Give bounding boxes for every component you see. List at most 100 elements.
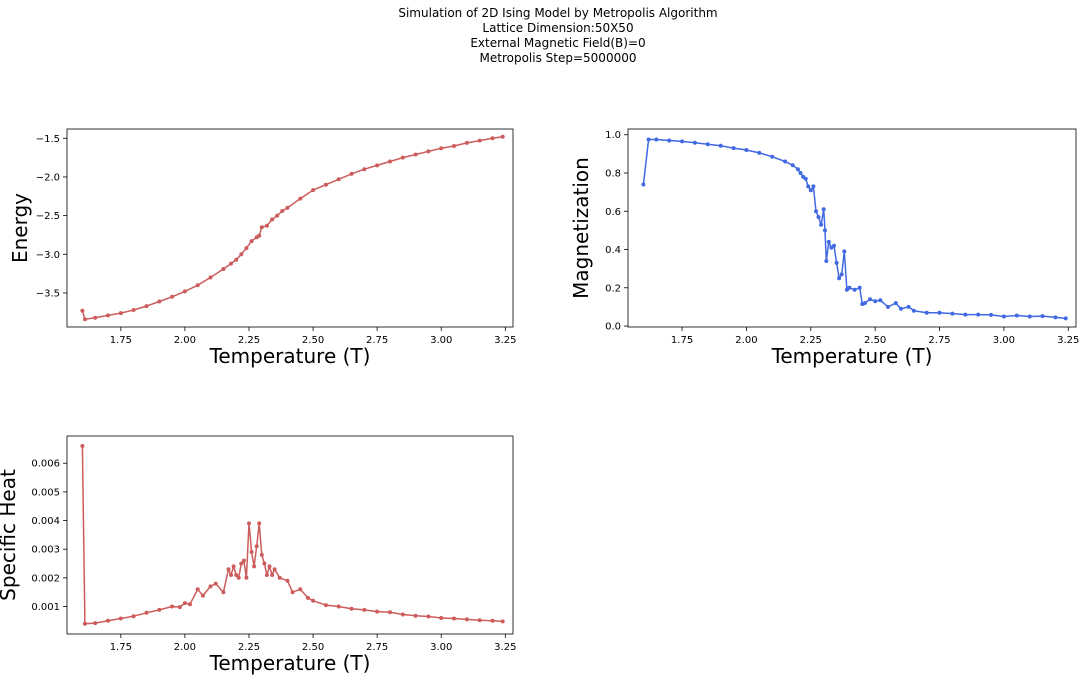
data-point: [236, 575, 241, 580]
data-point: [667, 138, 672, 143]
data-point: [770, 154, 775, 159]
series-line: [81, 445, 503, 625]
data-point: [783, 159, 788, 164]
data-point: [234, 573, 239, 577]
data-point: [413, 152, 418, 157]
data-point: [477, 138, 482, 143]
data-point: [375, 609, 380, 614]
data-point: [131, 614, 136, 619]
data-point: [182, 289, 187, 294]
data-point: [426, 614, 431, 619]
data-point: [298, 196, 303, 201]
data-point: [1001, 314, 1006, 319]
data-point: [106, 618, 110, 623]
data-point: [821, 207, 826, 212]
data-point: [195, 587, 200, 592]
data-point: [239, 561, 244, 566]
y-tick-label: 0.0: [605, 322, 621, 333]
data-point: [177, 605, 182, 610]
data-point: [400, 612, 405, 617]
data-point: [267, 564, 272, 569]
data-point: [311, 188, 316, 193]
y-tick-label: 0.8: [605, 169, 621, 180]
data-point: [157, 299, 162, 304]
data-point: [262, 561, 267, 566]
data-point: [906, 304, 911, 309]
data-point: [1027, 314, 1032, 319]
data-point: [200, 593, 205, 598]
suptitle-line-2: Lattice Dimension:50X50: [482, 21, 634, 35]
data-point: [93, 315, 98, 320]
data-point: [924, 310, 929, 315]
data-point: [375, 163, 380, 168]
data-point: [336, 177, 341, 182]
data-point: [413, 613, 418, 618]
data-point: [798, 171, 803, 175]
data-point: [298, 587, 303, 592]
x-tick-label: 3.00: [993, 335, 1015, 346]
data-point: [811, 184, 816, 189]
suptitle-line-4: Metropolis Step=5000000: [479, 51, 637, 65]
y-tick-label: −2.0: [36, 172, 60, 183]
x-tick-label: 3.00: [430, 335, 452, 346]
data-point: [254, 544, 259, 549]
data-point: [452, 616, 456, 621]
y-tick-label: 0.002: [31, 573, 60, 584]
data-point: [388, 610, 392, 615]
y-tick-label: −3.0: [36, 250, 60, 261]
data-point: [963, 312, 968, 317]
series-line: [81, 135, 503, 321]
y-tick-label: −3.5: [36, 288, 60, 299]
data-point: [226, 567, 231, 572]
data-point: [259, 552, 264, 557]
x-tick-label: 2.75: [366, 335, 388, 346]
data-point: [388, 159, 392, 164]
x-tick-label: 2.25: [800, 335, 822, 346]
y-tick-label: 0.4: [605, 245, 621, 256]
data-point: [182, 601, 187, 606]
data-point: [252, 564, 257, 569]
data-point: [790, 163, 795, 168]
data-point: [500, 619, 505, 624]
data-point: [362, 167, 367, 172]
data-point: [311, 598, 316, 603]
data-point: [275, 213, 280, 218]
data-point: [898, 306, 903, 311]
data-point: [1040, 314, 1045, 319]
data-point: [862, 301, 867, 306]
data-point: [231, 564, 236, 569]
data-point: [229, 261, 233, 266]
data-point: [680, 139, 685, 144]
x-tick-label: 1.75: [110, 335, 132, 346]
data-point: [118, 311, 123, 316]
data-point: [857, 285, 862, 290]
series-line: [642, 138, 1066, 320]
data-point: [195, 283, 200, 288]
data-point: [280, 209, 285, 213]
x-tick-label: 2.75: [928, 335, 950, 346]
x-tick-label: 1.75: [110, 642, 132, 653]
plot-frame: [66, 128, 514, 328]
data-point: [221, 267, 226, 271]
data-point: [82, 317, 87, 322]
data-point: [257, 233, 262, 238]
x-tick-label: 2.00: [174, 335, 196, 346]
data-point: [641, 182, 646, 187]
data-point: [244, 246, 249, 251]
data-point: [272, 567, 277, 572]
data-point: [837, 276, 842, 281]
data-point: [795, 167, 800, 172]
x-axis-label: Temperature (T): [209, 651, 371, 675]
data-point: [170, 294, 175, 299]
data-point: [426, 149, 431, 154]
x-tick-label: 2.50: [302, 642, 324, 653]
x-tick-label: 3.25: [494, 335, 516, 346]
data-point: [1053, 315, 1058, 320]
data-point: [249, 239, 254, 244]
y-tick-label: 0.004: [31, 516, 60, 527]
data-point: [873, 299, 878, 304]
data-point: [264, 573, 269, 577]
x-tick-label: 3.25: [1057, 335, 1079, 346]
data-point: [803, 176, 808, 181]
data-point: [118, 616, 123, 621]
